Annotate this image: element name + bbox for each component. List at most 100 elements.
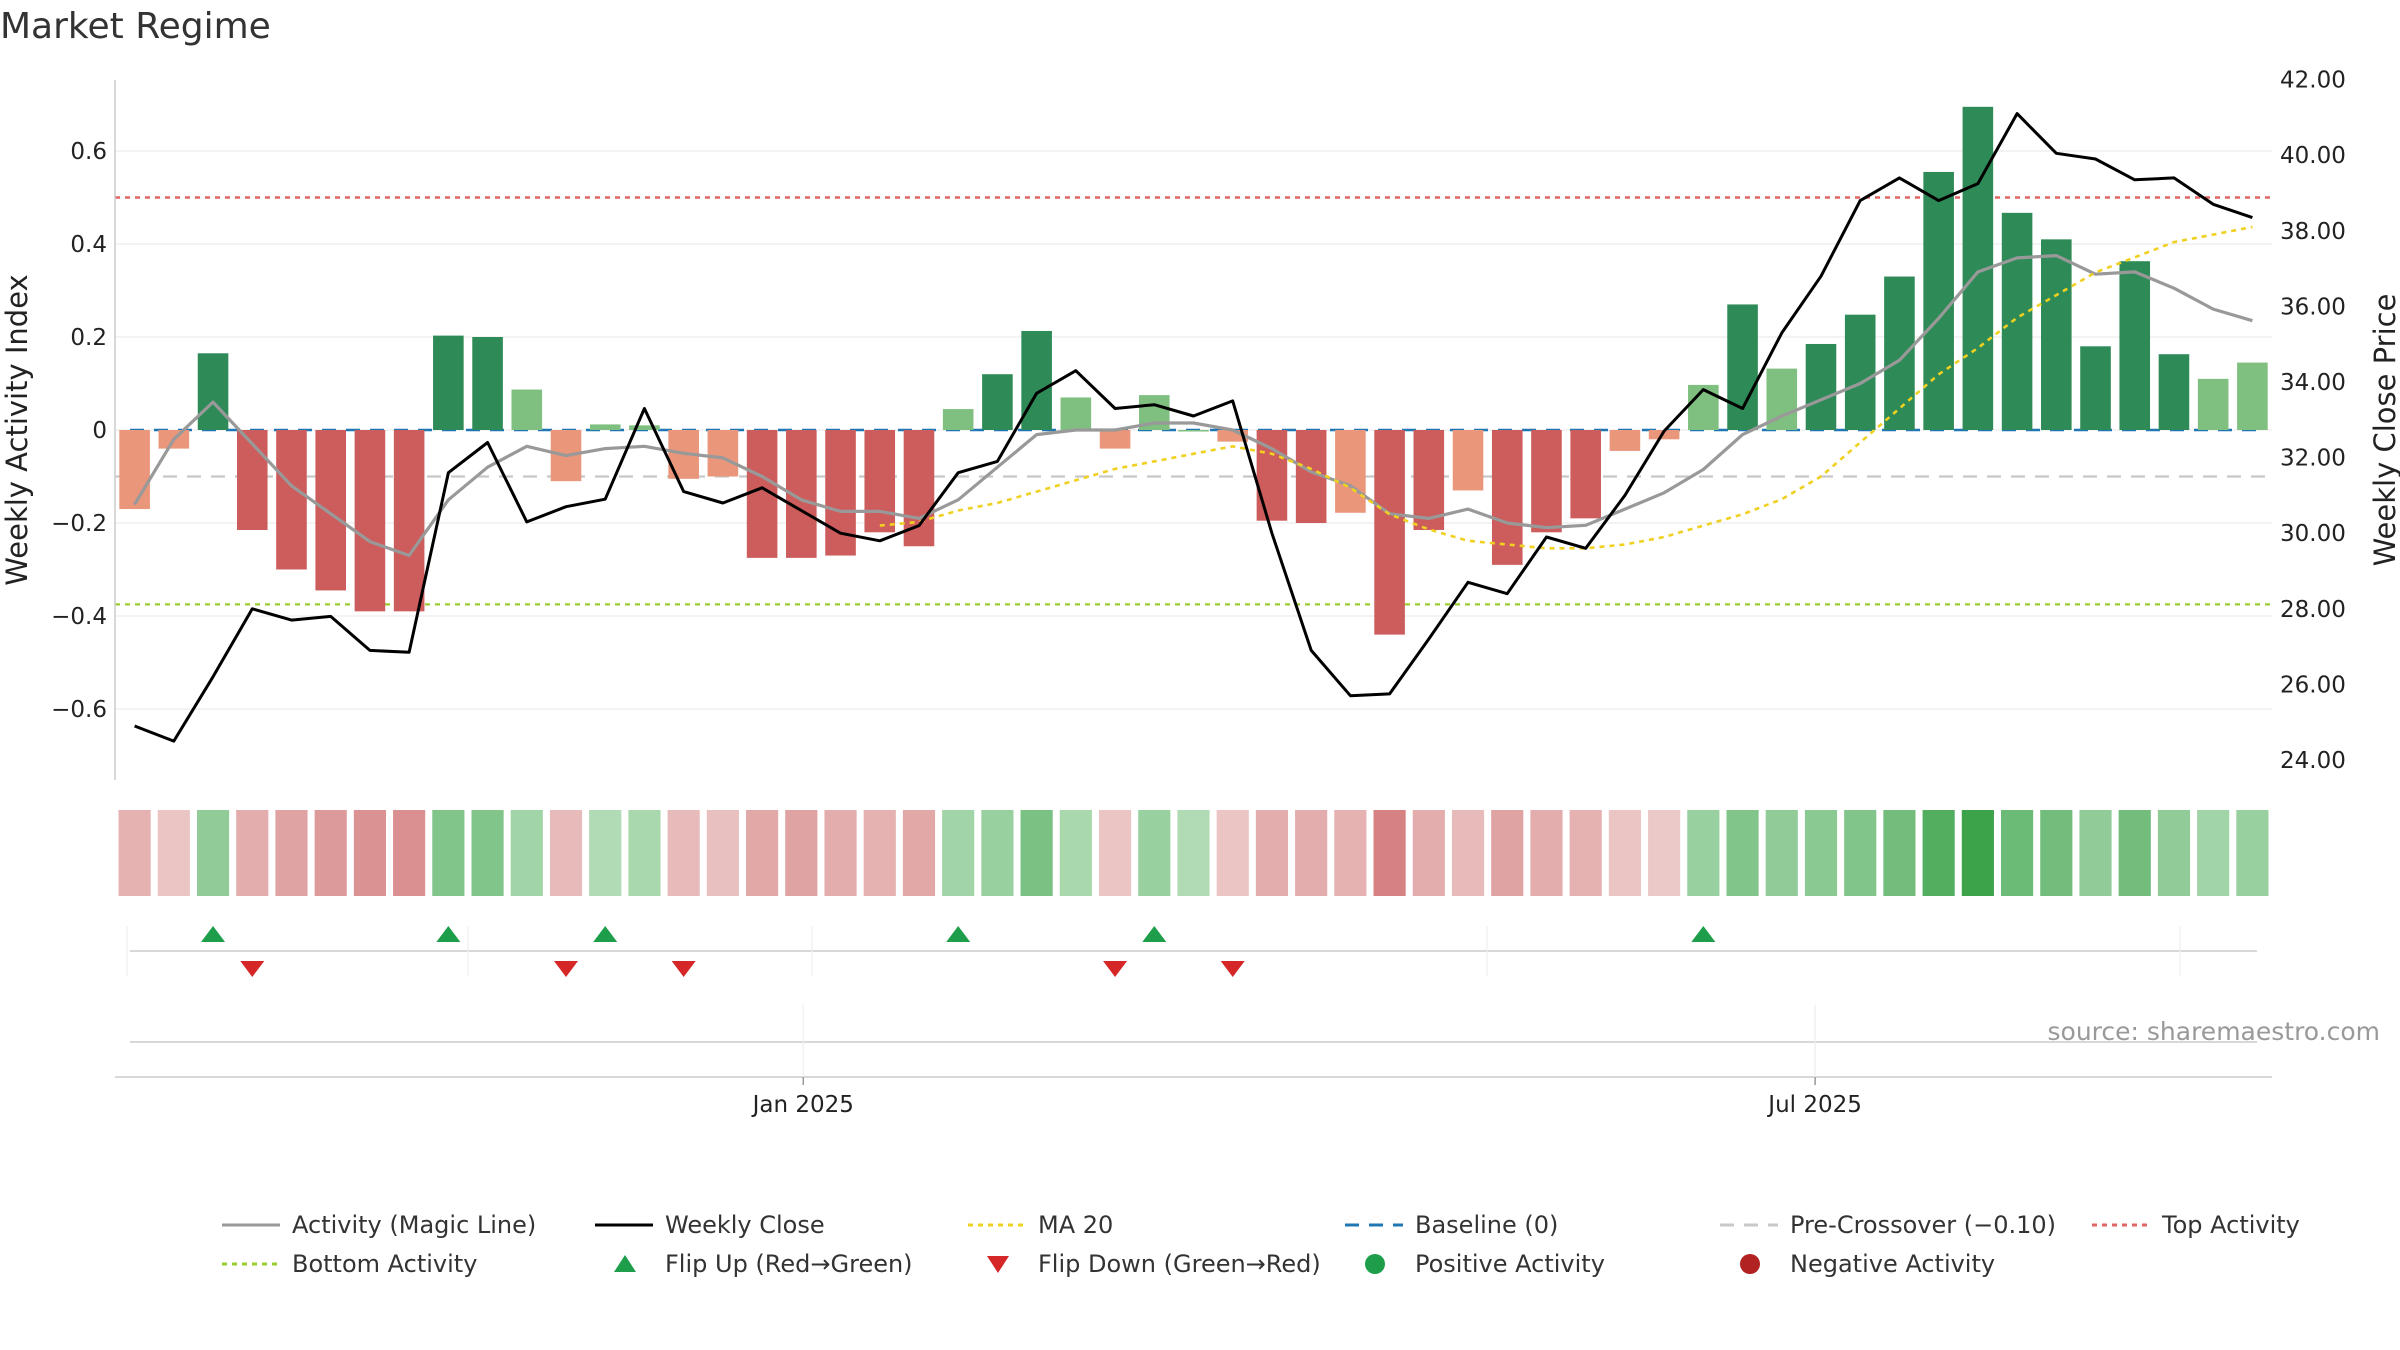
legend: Activity (Magic Line) Weekly Close MA 20 Ba… (222, 1211, 2300, 1278)
activity-bar (1491, 430, 1523, 565)
series-lines (133, 112, 2253, 743)
regime-cell (667, 810, 700, 896)
regime-cell (824, 810, 857, 896)
legend-item: Bottom Activity (222, 1250, 477, 1278)
regime-cell (1334, 810, 1367, 896)
activity-bar (1060, 397, 1092, 430)
legend-label: Bottom Activity (292, 1250, 477, 1278)
legend-swatch-triangle-up (614, 1255, 636, 1272)
regime-cell (1922, 810, 1955, 896)
regime-cell (118, 810, 151, 896)
activity-bar (1923, 171, 1954, 431)
regime-cell (549, 810, 583, 896)
x-tick-label: Jan 2025 (751, 1092, 854, 1118)
flip-down-marker (1220, 961, 1245, 977)
activity-bar (2001, 212, 2033, 430)
y-tick-label: −0.6 (51, 697, 107, 723)
regime-cell (314, 810, 347, 896)
y2-tick-label: 30.00 (2280, 521, 2346, 547)
regime-strip (118, 810, 2269, 896)
legend-item: Negative Activity (1740, 1250, 1995, 1278)
regime-cell (1412, 810, 1445, 896)
regime-cell (1844, 810, 1877, 896)
flip-up-marker (1142, 926, 1167, 942)
legend-label: Positive Activity (1415, 1250, 1605, 1278)
legend-label: MA 20 (1038, 1211, 1113, 1239)
y2-tick-label: 38.00 (2280, 219, 2346, 245)
regime-cell (1059, 810, 1092, 896)
activity-bar (1727, 304, 1758, 430)
tick-labels: −0.6 −0.4 −0.2 0 0.2 0.4 0.6 24.00 26.00 28.00 30.… (51, 68, 2346, 774)
activity-bar (276, 430, 307, 570)
regime-cell (471, 810, 504, 896)
legend-item: Top Activity (2092, 1211, 2300, 1239)
activity-bar (1335, 430, 1366, 513)
flip-down-marker (554, 961, 579, 977)
regime-cell (589, 810, 622, 896)
y-tick-label: 0.6 (70, 139, 107, 165)
y2-axis-title: Weekly Close Price (2368, 294, 2400, 567)
activity-bar (1217, 430, 1249, 442)
x-tick-label: Jul 2025 (1766, 1092, 1862, 1118)
activity-bar (864, 430, 896, 533)
activity-bar (1531, 430, 1562, 533)
y-tick-label: −0.4 (51, 604, 107, 630)
y-tick-label: 0.2 (70, 325, 107, 351)
flip-up-marker (436, 926, 461, 942)
legend-swatch-dot (1740, 1254, 1760, 1274)
activity-bar (1452, 430, 1484, 491)
regime-cell (1020, 810, 1053, 896)
activity-bar (1099, 430, 1131, 449)
legend-item: MA 20 (968, 1211, 1113, 1239)
regime-cell (1255, 810, 1289, 896)
flip-down-marker (240, 961, 265, 977)
activity-bar (1413, 430, 1445, 530)
y2-tick-label: 26.00 (2280, 672, 2346, 698)
activity-bar (1648, 430, 1680, 440)
flip-up-marker (1691, 926, 1716, 942)
flip-down-marker (1103, 961, 1128, 977)
activity-bar (1884, 276, 1915, 430)
regime-cell (393, 810, 426, 896)
activity-bar (354, 430, 386, 612)
legend-label: Flip Up (Red→Green) (665, 1250, 913, 1278)
legend-label: Pre-Crossover (−0.10) (1790, 1211, 2056, 1239)
regime-cell (2236, 810, 2269, 896)
activity-bar (1844, 314, 1876, 430)
legend-item: Pre-Crossover (−0.10) (1720, 1211, 2056, 1239)
regime-cell (432, 810, 465, 896)
chart-title: Market Regime (0, 6, 271, 47)
weekly-close-line (134, 112, 2253, 743)
y-tick-label: 0.4 (70, 232, 107, 258)
flip-markers (126, 926, 2257, 977)
regime-cell (1608, 810, 1641, 896)
activity-bar (472, 337, 503, 430)
legend-swatch-dot (1365, 1254, 1385, 1274)
activity-bar (589, 424, 621, 430)
legend-label: Top Activity (2161, 1211, 2300, 1239)
regime-cell (2157, 810, 2191, 896)
regime-cell (942, 810, 975, 896)
legend-label: Activity (Magic Line) (292, 1211, 536, 1239)
activity-bar (2080, 346, 2111, 430)
activity-bar (197, 353, 229, 430)
regime-cell (2118, 810, 2151, 896)
y2-tick-label: 24.00 (2280, 748, 2346, 774)
regime-cell (1883, 810, 1916, 896)
y-tick-label: −0.2 (51, 511, 107, 537)
y2-tick-label: 42.00 (2280, 68, 2346, 94)
regime-cell (1961, 810, 1994, 896)
regime-cell (1216, 810, 1249, 896)
flip-down-marker (671, 961, 696, 977)
regime-cell (1765, 810, 1798, 896)
flip-up-marker (946, 926, 971, 942)
activity-bar (1178, 430, 1209, 432)
regime-cell (196, 810, 230, 896)
y-axis-title: Weekly Activity Index (0, 274, 34, 585)
regime-cell (1687, 810, 1720, 896)
time-axis: Jan 2025 Jul 2025 (115, 1005, 2272, 1118)
y2-tick-label: 32.00 (2280, 446, 2346, 472)
regime-cell (157, 810, 190, 896)
legend-label: Negative Activity (1790, 1250, 1995, 1278)
